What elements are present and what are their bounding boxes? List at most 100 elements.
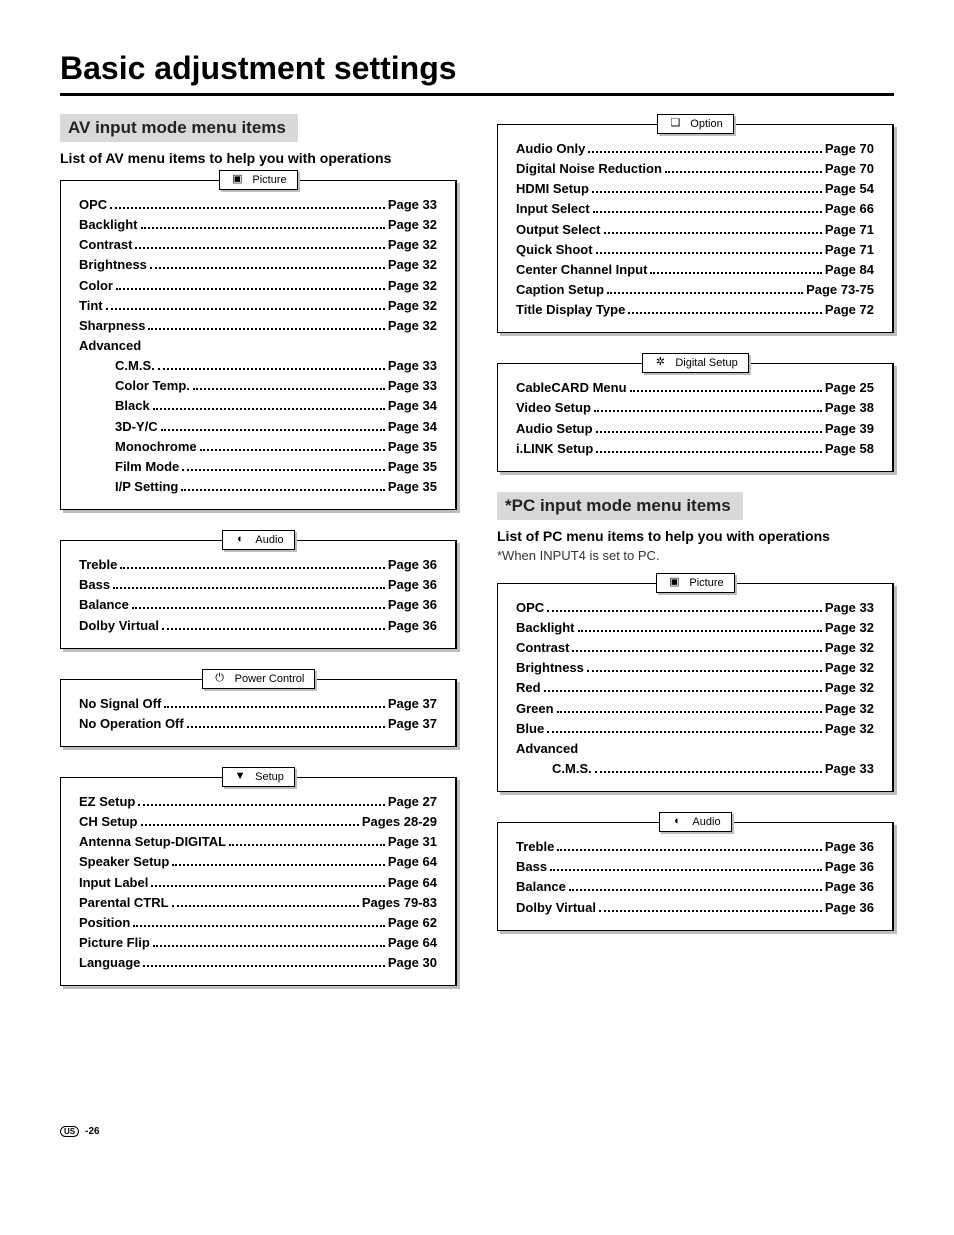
group-tab-label: Audio	[692, 816, 720, 828]
group-tab: ✲Digital Setup	[642, 353, 748, 373]
menu-row: Advanced	[516, 739, 874, 759]
menu-label: C.M.S.	[552, 759, 592, 779]
menu-row: BassPage 36	[79, 575, 437, 595]
menu-row: Film Mode Page 35	[79, 457, 437, 477]
menu-row: CableCARD MenuPage 25	[516, 378, 874, 398]
menu-row: OPCPage 33	[79, 195, 437, 215]
menu-label: Contrast	[516, 638, 569, 658]
group-box: OPCPage 33BacklightPage 32ContrastPage 3…	[497, 583, 894, 792]
menu-page: Page 32	[388, 235, 437, 255]
menu-label: Advanced	[79, 336, 141, 356]
menu-page: Page 33	[388, 195, 437, 215]
menu-label: Film Mode	[115, 457, 179, 477]
menu-label: Audio Only	[516, 139, 585, 159]
menu-page: Page 64	[388, 873, 437, 893]
leader-dots	[132, 598, 385, 610]
menu-page: Page 32	[825, 638, 874, 658]
menu-page: Page 66	[825, 199, 874, 219]
menu-row: BalancePage 36	[516, 877, 874, 897]
menu-label: Speaker Setup	[79, 852, 169, 872]
menu-label: Sharpness	[79, 316, 145, 336]
menu-row: HDMI Setup Page 54	[516, 179, 874, 199]
menu-label: i.LINK Setup	[516, 439, 593, 459]
menu-row: ColorPage 32	[79, 276, 437, 296]
group-tab-label: Picture	[252, 174, 286, 186]
setup-icon: ▼	[233, 771, 247, 783]
leader-dots	[193, 379, 385, 391]
menu-page: Page 36	[388, 595, 437, 615]
menu-row: I/P SettingPage 35	[79, 477, 437, 497]
title-rule	[60, 93, 894, 96]
menu-page: Page 32	[388, 215, 437, 235]
menu-page: Page 71	[825, 240, 874, 260]
menu-row: Center Channel InputPage 84	[516, 260, 874, 280]
leader-dots	[187, 716, 385, 728]
menu-label: 3D-Y/C	[115, 417, 158, 437]
leader-dots	[133, 915, 385, 927]
group-tab: ⏻Power Control	[202, 669, 316, 689]
menu-label: Brightness	[79, 255, 147, 275]
leader-dots	[557, 839, 822, 851]
menu-row: Parental CTRLPages 79-83	[79, 893, 437, 913]
menu-row: GreenPage 32	[516, 699, 874, 719]
menu-row: RedPage 32	[516, 678, 874, 698]
menu-page: Page 36	[825, 898, 874, 918]
pc-note: *When INPUT4 is set to PC.	[497, 548, 894, 563]
leader-dots	[599, 900, 822, 912]
menu-row: Speaker SetupPage 64	[79, 852, 437, 872]
menu-row: EZ SetupPage 27	[79, 792, 437, 812]
menu-page: Page 30	[388, 953, 437, 973]
menu-label: Antenna Setup-DIGITAL	[79, 832, 226, 852]
group-box: TreblePage 36BassPage 36BalancePage 36Do…	[497, 822, 894, 931]
group-box: OPCPage 33BacklightPage 32ContrastPage 3…	[60, 180, 457, 510]
menu-label: Red	[516, 678, 541, 698]
menu-label: Tint	[79, 296, 103, 316]
menu-row: No Signal OffPage 37	[79, 694, 437, 714]
leader-dots	[607, 282, 803, 294]
menu-row: C.M.S.Page 33	[79, 356, 437, 376]
menu-page: Page 33	[388, 376, 437, 396]
menu-label: Digital Noise Reduction	[516, 159, 662, 179]
group-box: TreblePage 36BassPage 36BalancePage 36Do…	[60, 540, 457, 649]
right-column: ❏OptionAudio OnlyPage 70Digital Noise Re…	[497, 114, 894, 1006]
leader-dots	[148, 318, 384, 330]
leader-dots	[594, 401, 822, 413]
menu-page: Page 37	[388, 694, 437, 714]
menu-page: Page 34	[388, 396, 437, 416]
leader-dots	[588, 141, 822, 153]
menu-page: Page 32	[825, 658, 874, 678]
leader-dots	[151, 875, 385, 887]
menu-page: Page 62	[388, 913, 437, 933]
menu-row: Advanced	[79, 336, 437, 356]
menu-label: HDMI Setup	[516, 179, 589, 199]
menu-page: Page 32	[825, 699, 874, 719]
menu-label: CH Setup	[79, 812, 138, 832]
menu-label: Bass	[79, 575, 110, 595]
menu-page: Page 54	[825, 179, 874, 199]
leader-dots	[596, 421, 822, 433]
leader-dots	[544, 681, 822, 693]
menu-row: Antenna Setup-DIGITALPage 31	[79, 832, 437, 852]
menu-page: Page 36	[825, 877, 874, 897]
menu-row: Color Temp.Page 33	[79, 376, 437, 396]
menu-page: Page 35	[388, 457, 437, 477]
menu-page: Page 33	[388, 356, 437, 376]
menu-page: Page 33	[825, 598, 874, 618]
menu-row: Output SelectPage 71	[516, 220, 874, 240]
menu-page: Page 32	[388, 316, 437, 336]
menu-label: Blue	[516, 719, 544, 739]
menu-row: Digital Noise ReductionPage 70	[516, 159, 874, 179]
menu-page: Page 36	[388, 616, 437, 636]
menu-label: Brightness	[516, 658, 584, 678]
left-column: AV input mode menu items List of AV menu…	[60, 114, 457, 1006]
menu-row: Audio OnlyPage 70	[516, 139, 874, 159]
leader-dots	[587, 661, 822, 673]
menu-page: Page 32	[825, 719, 874, 739]
menu-label: Black	[115, 396, 150, 416]
leader-dots	[162, 618, 385, 630]
leader-dots	[592, 182, 822, 194]
menu-row: 3D-Y/CPage 34	[79, 417, 437, 437]
leader-dots	[158, 358, 385, 370]
menu-row: TreblePage 36	[79, 555, 437, 575]
menu-page: Page 32	[388, 276, 437, 296]
